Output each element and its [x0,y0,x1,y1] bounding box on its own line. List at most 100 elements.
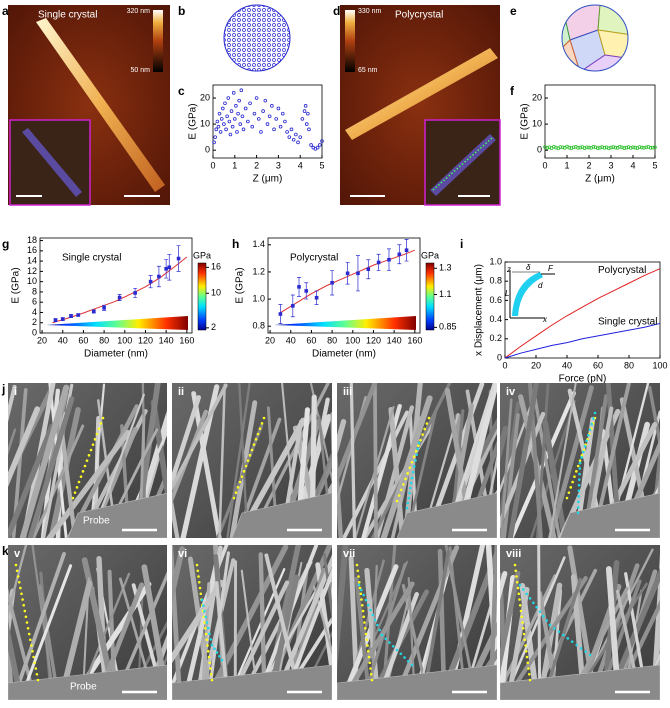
lattice-dot [248,14,251,17]
x-tick-label: 100 [345,335,360,345]
trace-dot [578,467,581,470]
lattice-dot [263,64,266,67]
afm-poly: Polycrystal 330 nm 65 nm [340,5,500,205]
trace-dot [428,417,431,420]
trace-dot [587,434,590,437]
lattice-dot [278,24,281,27]
point [294,133,297,136]
lattice-dot [268,44,271,47]
lattice-dot [283,69,286,72]
lattice-dot [258,54,261,57]
trace-dot [578,489,581,492]
x-tick-label: 40 [562,360,572,370]
lattice-dot [228,59,231,62]
lattice-dot [273,4,276,7]
trace-dot [78,481,81,484]
panel-label: f [510,84,515,98]
x-tick-label: 160 [407,335,422,345]
y-tick-label: 0 [205,145,210,155]
lattice-dot [258,19,261,22]
point [297,141,300,144]
trace-dot [589,428,592,431]
trace-dot [204,627,207,630]
trace-dot [524,644,527,647]
lattice-dot [223,9,226,12]
point [149,280,153,284]
point [249,102,252,105]
grain [630,5,640,60]
trace-dot [201,599,204,602]
point [310,144,313,147]
trace-dot [577,465,580,468]
inset-label: x [542,315,548,324]
lattice-dot [263,29,266,32]
lattice-dot [263,19,266,22]
point [214,136,217,139]
lattice-dot [253,49,256,52]
lattice-dot [233,29,236,32]
trace-dot [569,486,572,489]
panel-label: c [178,84,185,98]
lattice-dot [243,29,246,32]
trace-dot [243,470,246,473]
lattice-dot [263,59,266,62]
point [291,304,295,308]
lattice-dot [238,69,241,72]
point [286,131,289,134]
trace-dot [517,592,520,595]
trace-dot [209,638,212,641]
trace-dot [257,433,260,436]
trace-dot [206,644,209,647]
trace-dot [523,633,526,636]
trace-dot [580,456,583,459]
trace-dot [410,482,413,485]
x-tick-label: 60 [593,360,603,370]
trace-dot [579,462,582,465]
point [405,248,409,252]
trace-dot [25,615,28,618]
lattice-dot [228,44,231,47]
trace-dot [32,656,35,659]
lattice-dot [228,34,231,37]
trace-dot [584,650,587,653]
lattice-dot [248,39,251,42]
trace-dot [367,650,370,653]
trace-dot [515,575,518,578]
x-tick-label: 5 [652,160,657,170]
y-tick-label: 1.0 [252,293,265,303]
trace-dot [361,604,364,607]
point [241,115,244,118]
panel-label: k [2,544,9,558]
trace-dot [571,481,574,484]
trace-dot [407,497,410,500]
lattice-dot [243,54,246,57]
lattice-dot [228,24,231,27]
trace-dot [568,491,571,494]
trace-dot [30,644,33,647]
lattice-dot [238,24,241,27]
lattice-dot [273,14,276,17]
trace-dot [360,589,363,592]
lattice-dot [258,44,261,47]
trace-dot [84,465,87,468]
lattice-dot [253,14,256,17]
trace-dot [366,644,369,647]
lattice-dot [283,24,286,27]
lattice-dot [283,14,286,17]
lattice-dot [253,19,256,22]
y-axis-label: E (GPa) [11,267,22,303]
lattice-dot [258,64,261,67]
trace-dot [205,638,208,641]
point [217,125,220,128]
lattice-dot [223,19,226,22]
x-tick-label: 0 [502,360,507,370]
colorbar-max: 330 nm [358,8,382,15]
trace-dot [358,584,361,587]
x-tick-label: 60 [306,335,316,345]
x-axis-label: Diameter (nm) [84,349,148,360]
lattice-dot [273,44,276,47]
lattice-dot [253,29,256,32]
lattice-dot [268,39,271,42]
point [290,128,293,131]
lattice-dot [228,64,231,67]
